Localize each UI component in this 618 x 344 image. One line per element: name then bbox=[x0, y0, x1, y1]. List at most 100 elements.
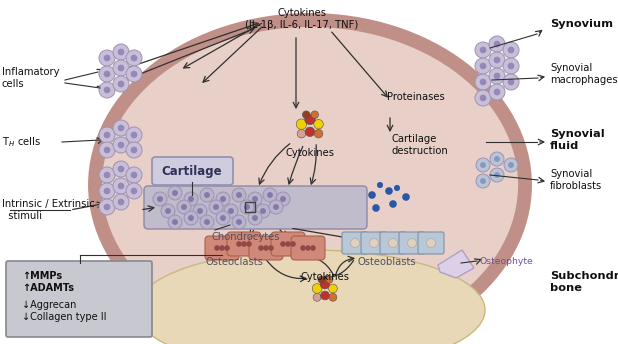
Circle shape bbox=[504, 158, 518, 172]
Circle shape bbox=[280, 241, 286, 247]
Circle shape bbox=[285, 241, 291, 247]
Circle shape bbox=[305, 114, 315, 125]
FancyBboxPatch shape bbox=[271, 232, 305, 256]
Circle shape bbox=[480, 162, 486, 168]
Circle shape bbox=[305, 127, 315, 137]
Circle shape bbox=[475, 90, 491, 106]
Circle shape bbox=[99, 82, 115, 98]
Text: ↑MMPs: ↑MMPs bbox=[22, 271, 62, 281]
Circle shape bbox=[246, 241, 252, 247]
Circle shape bbox=[113, 76, 129, 92]
Circle shape bbox=[475, 74, 491, 90]
Text: Cartilage
destruction: Cartilage destruction bbox=[392, 134, 449, 156]
Circle shape bbox=[204, 192, 210, 198]
Circle shape bbox=[480, 79, 486, 85]
FancyBboxPatch shape bbox=[227, 232, 261, 256]
Circle shape bbox=[312, 284, 322, 293]
Circle shape bbox=[320, 279, 330, 289]
Circle shape bbox=[476, 174, 490, 188]
Circle shape bbox=[290, 241, 296, 247]
Circle shape bbox=[104, 132, 111, 138]
Circle shape bbox=[117, 49, 124, 55]
Circle shape bbox=[321, 291, 329, 300]
Circle shape bbox=[172, 219, 178, 225]
Circle shape bbox=[273, 204, 279, 210]
Circle shape bbox=[370, 238, 378, 247]
Ellipse shape bbox=[135, 250, 485, 344]
Circle shape bbox=[476, 158, 490, 172]
Circle shape bbox=[263, 245, 269, 251]
Circle shape bbox=[244, 204, 250, 210]
Text: Proteinases: Proteinases bbox=[387, 92, 445, 102]
Circle shape bbox=[104, 55, 111, 61]
Text: Intrinsic / Extrinsic
  stimuli: Intrinsic / Extrinsic stimuli bbox=[2, 199, 95, 221]
Circle shape bbox=[104, 187, 111, 194]
Circle shape bbox=[276, 192, 290, 206]
Circle shape bbox=[232, 215, 246, 229]
Circle shape bbox=[104, 172, 111, 178]
Circle shape bbox=[494, 41, 501, 47]
Circle shape bbox=[104, 87, 111, 93]
Polygon shape bbox=[438, 250, 474, 278]
Circle shape bbox=[99, 50, 115, 66]
Circle shape bbox=[168, 186, 182, 200]
Circle shape bbox=[117, 183, 124, 189]
Circle shape bbox=[204, 219, 210, 225]
FancyBboxPatch shape bbox=[399, 232, 425, 254]
Circle shape bbox=[480, 47, 486, 53]
Circle shape bbox=[197, 208, 203, 214]
Circle shape bbox=[402, 193, 410, 201]
Circle shape bbox=[172, 190, 178, 196]
Circle shape bbox=[181, 204, 187, 210]
FancyBboxPatch shape bbox=[249, 236, 283, 260]
Circle shape bbox=[117, 166, 124, 172]
Circle shape bbox=[350, 238, 360, 247]
Circle shape bbox=[177, 200, 191, 214]
Circle shape bbox=[389, 238, 397, 247]
Circle shape bbox=[224, 204, 238, 218]
Circle shape bbox=[126, 142, 142, 158]
Circle shape bbox=[260, 208, 266, 214]
Circle shape bbox=[507, 63, 514, 69]
Circle shape bbox=[113, 194, 129, 210]
Circle shape bbox=[258, 245, 264, 251]
Circle shape bbox=[117, 80, 124, 87]
Circle shape bbox=[263, 188, 277, 202]
Circle shape bbox=[188, 215, 194, 221]
Circle shape bbox=[236, 192, 242, 198]
Text: Synovial
macrophages: Synovial macrophages bbox=[550, 63, 617, 85]
Circle shape bbox=[113, 60, 129, 76]
Circle shape bbox=[113, 120, 129, 136]
Circle shape bbox=[117, 125, 124, 131]
Text: Chondrocytes: Chondrocytes bbox=[212, 232, 281, 242]
FancyBboxPatch shape bbox=[418, 232, 444, 254]
Circle shape bbox=[280, 196, 286, 202]
Circle shape bbox=[394, 185, 400, 191]
Circle shape bbox=[99, 127, 115, 143]
Circle shape bbox=[489, 68, 505, 84]
Ellipse shape bbox=[95, 20, 525, 344]
Circle shape bbox=[161, 204, 175, 218]
Circle shape bbox=[104, 147, 111, 153]
FancyBboxPatch shape bbox=[342, 232, 368, 254]
Circle shape bbox=[329, 284, 337, 293]
Text: Osteoclasts: Osteoclasts bbox=[205, 257, 263, 267]
Circle shape bbox=[475, 58, 491, 74]
Circle shape bbox=[305, 245, 311, 251]
Circle shape bbox=[508, 162, 514, 168]
Circle shape bbox=[126, 50, 142, 66]
Circle shape bbox=[296, 119, 307, 129]
Circle shape bbox=[168, 215, 182, 229]
Circle shape bbox=[228, 208, 234, 214]
Circle shape bbox=[507, 79, 514, 85]
Circle shape bbox=[489, 36, 505, 52]
Circle shape bbox=[326, 276, 333, 283]
Circle shape bbox=[99, 142, 115, 158]
Circle shape bbox=[157, 196, 163, 202]
Circle shape bbox=[503, 58, 519, 74]
Circle shape bbox=[480, 178, 486, 184]
Circle shape bbox=[503, 42, 519, 58]
Circle shape bbox=[232, 188, 246, 202]
Circle shape bbox=[236, 241, 242, 247]
Circle shape bbox=[329, 293, 337, 301]
